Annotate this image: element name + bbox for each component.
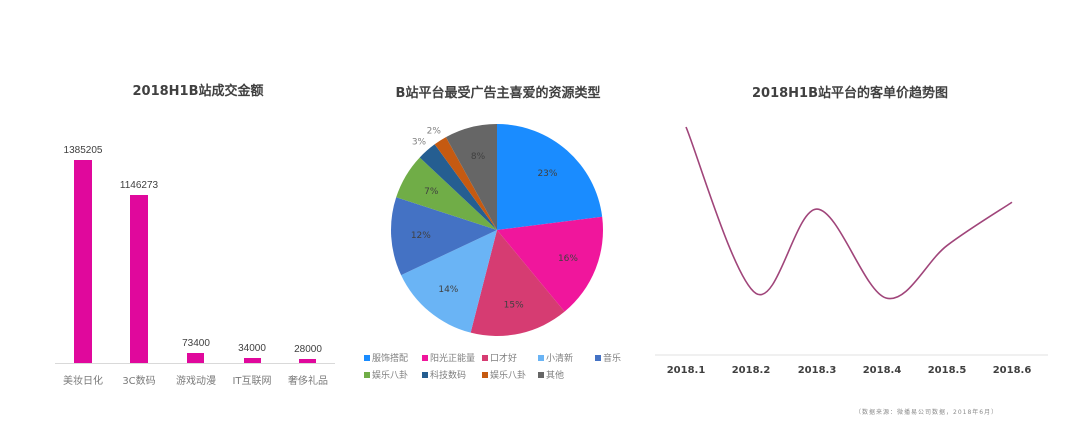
pie-slice <box>434 137 497 230</box>
legend-item: 娱乐八卦 <box>364 368 408 381</box>
x-tick-label: 2018.6 <box>992 365 1032 376</box>
legend-swatch <box>482 354 488 361</box>
pie-slice <box>445 124 497 230</box>
x-category-label: IT互联网 <box>232 376 272 387</box>
data-source-footnote: （数据来源：微播易公司数据，2018年6月） <box>855 409 999 416</box>
x-axis-line <box>55 363 335 364</box>
legend-item: 口才好 <box>482 351 517 364</box>
x-tick-label: 2018.3 <box>797 365 837 376</box>
bar-value-label: 34000 <box>238 343 266 354</box>
pie-slice-label: 8% <box>471 152 486 162</box>
pie-chart: 23% 16% 15% 14% 12% 7% 3%2% 8% <box>391 124 603 336</box>
bar-value-label: 1385205 <box>63 145 103 156</box>
x-tick-label: 2018.4 <box>862 365 902 376</box>
bar-value-label: 73400 <box>182 338 210 349</box>
legend-item: 娱乐八卦 <box>482 368 526 381</box>
legend-swatch <box>422 354 428 361</box>
bar-it <box>244 358 261 363</box>
legend-swatch <box>422 371 428 378</box>
legend-item: 其他 <box>538 368 564 381</box>
pie-chart-title: B站平台最受广告主喜爱的资源类型 <box>395 86 601 101</box>
line-chart <box>655 126 1048 356</box>
line-chart-panel: 2018H1B站平台的客单价趋势图 2018.1 2018.2 2018.3 2… <box>650 0 1080 435</box>
pie-slice-label: 12% <box>411 231 431 241</box>
pie-slice <box>497 124 603 230</box>
bar-chart-panel: 2018H1B站成交金额 1385205 1146273 73400 34000… <box>0 0 350 435</box>
pie-legend: 服饰搭配 阳光正能量 口才好 小清新 音乐 娱乐八卦 科技数码 娱乐八卦 其他 <box>350 0 650 435</box>
legend-item: 音乐 <box>595 351 621 364</box>
legend-swatch <box>364 371 370 378</box>
x-tick-label: 2018.1 <box>666 365 706 376</box>
pie-slice-label: 2% <box>427 126 442 136</box>
legend-item: 科技数码 <box>422 368 466 381</box>
bar-luxury <box>299 359 316 363</box>
legend-swatch <box>538 354 544 361</box>
x-tick-label: 2018.5 <box>927 365 967 376</box>
pie-slice-label: 16% <box>558 254 578 264</box>
x-category-label: 美妆日化 <box>63 376 103 387</box>
legend-item: 小清新 <box>538 351 573 364</box>
bar-3c <box>130 195 148 363</box>
pie-slice <box>470 230 565 336</box>
pie-slice <box>497 216 603 312</box>
legend-item: 阳光正能量 <box>422 351 475 364</box>
pie-slice <box>391 197 497 276</box>
pie-slice-label: 23% <box>537 169 557 179</box>
line-chart-title: 2018H1B站平台的客单价趋势图 <box>751 86 949 101</box>
bar-chart-title: 2018H1B站成交金额 <box>132 84 264 99</box>
pie-slice <box>401 230 497 333</box>
pie-slice-label: 15% <box>504 300 524 310</box>
x-category-label: 奢侈礼品 <box>288 376 328 387</box>
pie-slice-label: 14% <box>438 285 458 295</box>
pie-slice <box>419 144 497 230</box>
pie-slice-label: 7% <box>424 187 439 197</box>
pie-slice <box>396 157 497 230</box>
x-category-label: 3C数码 <box>122 376 156 387</box>
legend-swatch <box>364 354 370 361</box>
x-category-label: 游戏动漫 <box>176 376 216 387</box>
pie-chart-panel: B站平台最受广告主喜爱的资源类型 23% 16% 15% 14% 12% 7% 3% 2% 8%… <box>350 0 650 435</box>
trend-line <box>685 126 1013 300</box>
legend-item: 服饰搭配 <box>364 351 408 364</box>
x-tick-label: 2018.2 <box>731 365 771 376</box>
legend-swatch <box>595 354 601 361</box>
pie-slice-label: 3% <box>412 137 427 147</box>
bar-game <box>187 353 204 363</box>
legend-swatch <box>538 371 544 378</box>
bar-meizhuang <box>74 160 92 363</box>
bar-value-label: 28000 <box>294 344 322 355</box>
bar-value-label: 1146273 <box>119 180 159 191</box>
legend-swatch <box>482 371 488 378</box>
